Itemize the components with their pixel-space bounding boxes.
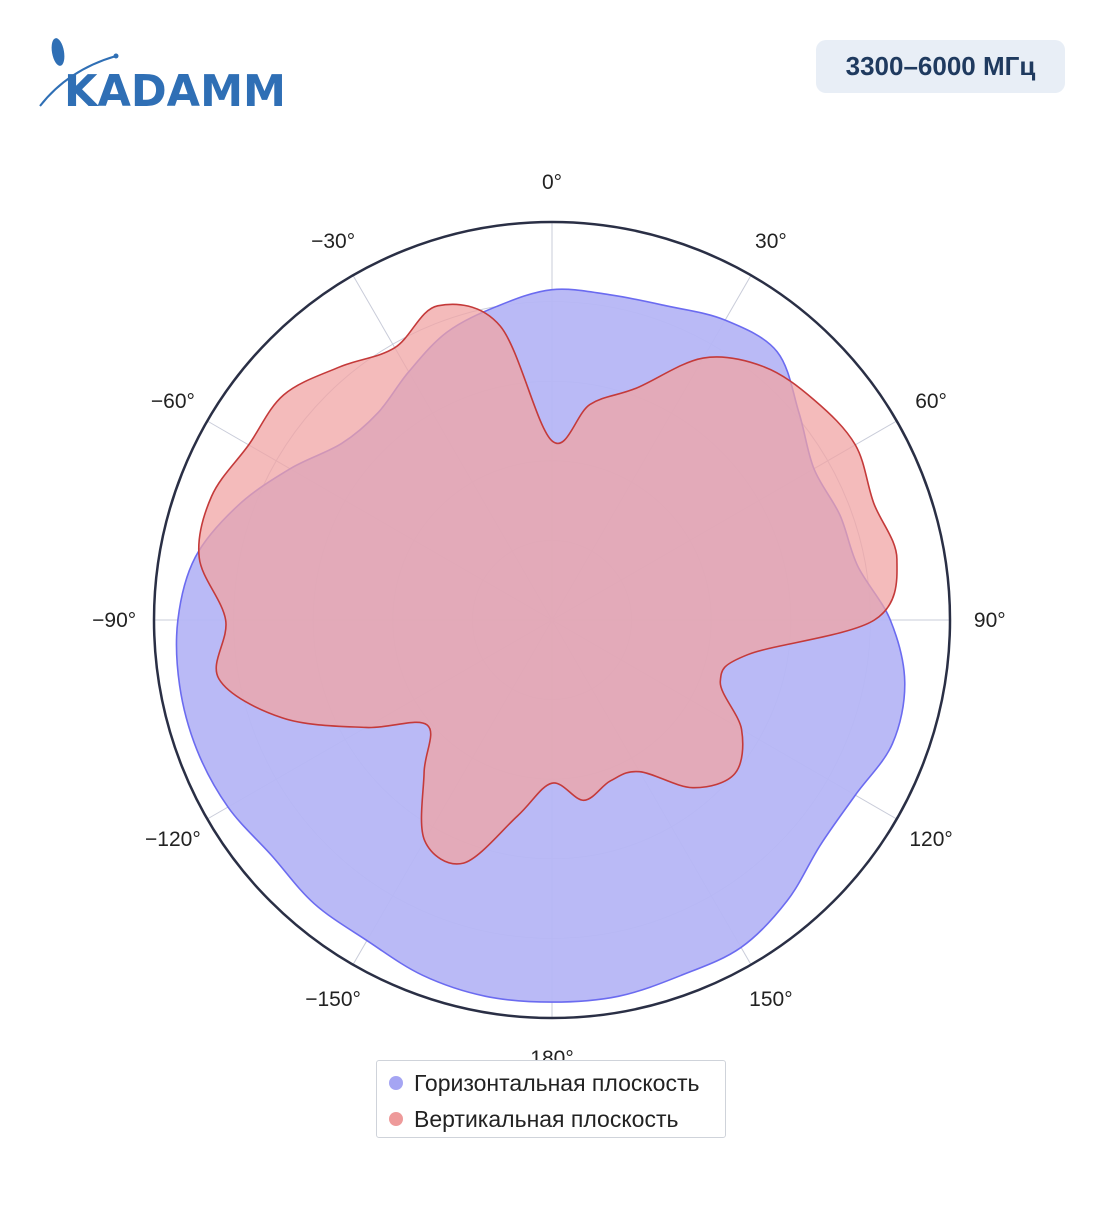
legend-marker-horizontal — [389, 1076, 403, 1090]
polar-frame — [152, 220, 952, 1020]
legend-item-horizontal[interactable]: Горизонтальная плоскость — [389, 1068, 700, 1098]
legend-label-vertical: Вертикальная плоскость — [414, 1105, 679, 1132]
angle-tick-label: −150° — [305, 988, 361, 1011]
logo-dot — [113, 53, 119, 59]
angle-tick-label: −120° — [145, 828, 201, 851]
logo-wordmark: KADAMM — [64, 66, 286, 114]
angle-tick-label: −90° — [92, 609, 136, 632]
polar-radiation-chart: 0°30°60°90°120°150°180°−150°−120°−90°−60… — [92, 171, 1005, 1070]
angle-tick-label: −60° — [151, 390, 195, 413]
series-layer — [175, 288, 906, 1003]
legend-item-vertical[interactable]: Вертикальная плоскость — [389, 1104, 678, 1134]
angle-tick-label: 120° — [909, 828, 952, 851]
series-vertical-plane — [197, 303, 898, 865]
logo-swoosh — [39, 55, 117, 107]
angular-tick-labels: 0°30°60°90°120°150°180°−150°−120°−90°−60… — [92, 171, 1005, 1070]
angle-tick-label: 60° — [915, 390, 947, 413]
angle-tick-label: 30° — [755, 230, 787, 253]
polar-outer-ring — [152, 220, 952, 1020]
angle-tick-label: 150° — [749, 988, 792, 1011]
legend-marker-vertical — [389, 1112, 403, 1126]
angle-tick-label: 0° — [542, 171, 562, 194]
legend-label-horizontal: Горизонтальная плоскость — [414, 1069, 700, 1096]
frequency-band-badge: 3300–6000 МГц — [816, 40, 1065, 93]
legend: Горизонтальная плоскость Вертикальная пл… — [376, 1060, 726, 1138]
logo-leaf-mark — [51, 38, 65, 66]
angle-tick-label: 90° — [974, 609, 1006, 632]
kadamm-logo: KADAMM — [39, 38, 286, 114]
angle-tick-label: −30° — [311, 230, 355, 253]
